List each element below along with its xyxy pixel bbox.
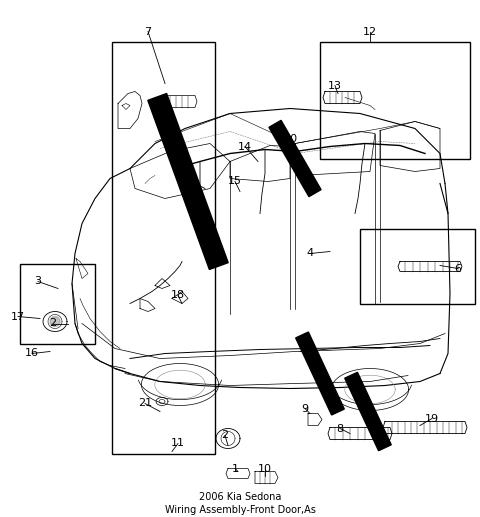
- Text: 21: 21: [138, 399, 152, 408]
- Text: 9: 9: [301, 403, 309, 414]
- Text: 10: 10: [258, 464, 272, 474]
- Bar: [320, 41, 470, 159]
- Text: 16: 16: [25, 348, 39, 358]
- Text: 18: 18: [171, 291, 185, 300]
- Text: 20: 20: [283, 133, 297, 144]
- Text: 4: 4: [306, 249, 313, 258]
- Text: 11: 11: [171, 438, 185, 449]
- Polygon shape: [345, 372, 391, 451]
- Text: 6: 6: [455, 264, 461, 273]
- Text: 5: 5: [181, 174, 189, 184]
- Bar: [360, 229, 475, 303]
- Text: 17: 17: [11, 312, 25, 322]
- Text: 14: 14: [238, 142, 252, 151]
- Text: 2006 Kia Sedona
Wiring Assembly-Front Door,As
Diagram for 916104D010: 2006 Kia Sedona Wiring Assembly-Front Do…: [165, 492, 315, 517]
- Bar: [20, 264, 95, 343]
- Text: 2: 2: [49, 318, 57, 328]
- Polygon shape: [296, 332, 344, 415]
- Polygon shape: [50, 316, 60, 327]
- Text: 12: 12: [363, 26, 377, 37]
- Polygon shape: [269, 120, 321, 196]
- Text: 15: 15: [228, 176, 242, 187]
- Text: 7: 7: [144, 26, 152, 37]
- Polygon shape: [148, 94, 228, 269]
- Text: 8: 8: [336, 423, 344, 433]
- Text: 19: 19: [425, 414, 439, 423]
- Text: 2: 2: [221, 431, 228, 440]
- Text: 13: 13: [328, 81, 342, 90]
- Text: 1: 1: [231, 464, 239, 474]
- Text: 3: 3: [35, 277, 41, 286]
- Bar: [112, 41, 215, 453]
